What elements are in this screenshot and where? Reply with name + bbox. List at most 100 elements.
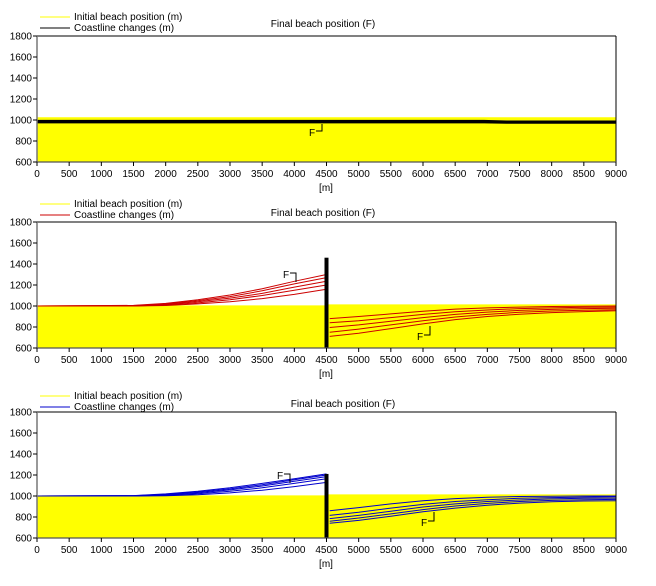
coastline-change-line: [329, 306, 617, 324]
x-tick-label: 6500: [444, 355, 467, 366]
x-tick-label: 5500: [380, 355, 403, 366]
groyne-structure: [324, 257, 329, 348]
x-tick-label: 3000: [219, 545, 242, 556]
x-axis-label: [m]: [319, 183, 333, 194]
y-tick-label: 1800: [10, 32, 33, 43]
x-tick-label: 2500: [187, 169, 210, 180]
y-tick-label: 1800: [10, 218, 33, 229]
x-axis-label: [m]: [319, 559, 333, 570]
x-tick-label: 4500: [315, 545, 338, 556]
annotation-f-leader: [290, 272, 297, 282]
legend-label-changes: Coastline changes (m): [74, 23, 174, 34]
x-tick-label: 8500: [573, 355, 596, 366]
annotation-f-leader: [428, 512, 435, 522]
x-tick-label: 4500: [315, 169, 338, 180]
y-tick-label: 600: [15, 344, 32, 355]
x-axis-label: [m]: [319, 369, 333, 380]
x-tick-label: 7000: [476, 355, 499, 366]
coastline-change-line: [329, 309, 617, 333]
x-tick-label: 0: [34, 355, 40, 366]
annotation-f-label: F: [309, 128, 315, 139]
chart-panel-1: 600 800 1000 1200 1400 1600 1800 0 500 1000 1500 20…: [10, 12, 628, 194]
x-tick-label: 7000: [476, 545, 499, 556]
annotation-f-label: F: [417, 332, 423, 343]
x-tick-label: 5500: [380, 545, 403, 556]
coastline-change-line: [329, 496, 617, 516]
legend: Initial beach position (m)Coastline chan…: [40, 199, 182, 221]
x-tick-label: 6000: [412, 355, 435, 366]
chart-title: Final beach position (F): [291, 399, 396, 410]
legend-label-changes: Coastline changes (m): [74, 402, 174, 413]
x-tick-label: 2500: [187, 545, 210, 556]
x-tick-label: 7500: [508, 355, 531, 366]
x-tick-label: 500: [61, 545, 78, 556]
x-tick-label: 7500: [508, 169, 531, 180]
x-tick-label: 0: [34, 545, 40, 556]
coastline-change-line: [329, 500, 617, 524]
x-tick-label: 1500: [122, 355, 145, 366]
x-tick-label: 8000: [541, 545, 564, 556]
x-tick-label: 1000: [90, 545, 113, 556]
x-tick-label: 3500: [251, 355, 274, 366]
x-tick-label: 8500: [573, 169, 596, 180]
x-tick-label: 9000: [605, 545, 628, 556]
y-tick-label: 1000: [10, 116, 33, 127]
legend-label-changes: Coastline changes (m): [74, 210, 174, 221]
legend: Initial beach position (m)Coastline chan…: [40, 391, 182, 413]
coastline-change-line: [329, 498, 617, 522]
y-tick-label: 1400: [10, 450, 33, 461]
x-tick-label: 2000: [155, 169, 178, 180]
x-tick-label: 4000: [283, 545, 306, 556]
coastline-change-line: [329, 495, 616, 512]
y-tick-label: 1400: [10, 260, 33, 271]
x-tick-label: 9000: [605, 355, 628, 366]
y-tick-label: 1800: [10, 408, 33, 419]
x-tick-label: 5000: [348, 545, 371, 556]
x-tick-label: 7500: [508, 545, 531, 556]
legend: Initial beach position (m)Coastline chan…: [40, 12, 182, 34]
annotation-f-leader: [316, 124, 323, 132]
x-tick-label: 2500: [187, 355, 210, 366]
y-tick-label: 600: [15, 534, 32, 545]
x-tick-label: 4000: [283, 355, 306, 366]
x-tick-label: 5000: [348, 355, 371, 366]
annotation-f-label: F: [421, 518, 427, 529]
x-tick-label: 8000: [541, 169, 564, 180]
x-tick-label: 1000: [90, 355, 113, 366]
y-tick-label: 1200: [10, 95, 33, 106]
y-tick-label: 1600: [10, 53, 33, 64]
x-tick-label: 7000: [476, 169, 499, 180]
y-tick-label: 600: [15, 158, 32, 169]
y-tick-label: 1200: [10, 281, 33, 292]
y-tick-label: 1000: [10, 492, 33, 503]
x-tick-label: 3500: [251, 169, 274, 180]
x-tick-label: 8000: [541, 355, 564, 366]
x-tick-label: 2000: [155, 545, 178, 556]
x-tick-label: 3000: [219, 169, 242, 180]
x-tick-label: 0: [34, 169, 40, 180]
groyne-structure: [324, 473, 329, 538]
chart-panel-2: 600 800 1000 1200 1400 1600 1800 0 500 1000 1500 20…: [10, 199, 628, 380]
coastline-change-line: [329, 497, 617, 520]
y-tick-label: 1000: [10, 302, 33, 313]
y-tick-label: 800: [15, 513, 32, 524]
chart-title: Final beach position (F): [271, 208, 376, 219]
x-tick-label: 1000: [90, 169, 113, 180]
x-tick-label: 6500: [444, 545, 467, 556]
legend-label-initial: Initial beach position (m): [74, 199, 182, 210]
legend-label-initial: Initial beach position (m): [74, 12, 182, 23]
x-tick-label: 6000: [412, 169, 435, 180]
annotation-f-label: F: [277, 471, 283, 482]
coastline-change-line: [329, 310, 617, 337]
annotation-f-label: F: [283, 270, 289, 281]
y-tick-label: 800: [15, 323, 32, 334]
y-tick-label: 1600: [10, 239, 33, 250]
chart-title: Final beach position (F): [271, 19, 376, 30]
x-tick-label: 3000: [219, 355, 242, 366]
x-tick-label: 5000: [348, 169, 371, 180]
x-tick-label: 6000: [412, 545, 435, 556]
x-tick-label: 4500: [315, 355, 338, 366]
x-tick-label: 1500: [122, 169, 145, 180]
beach-fill-area: [37, 117, 616, 162]
